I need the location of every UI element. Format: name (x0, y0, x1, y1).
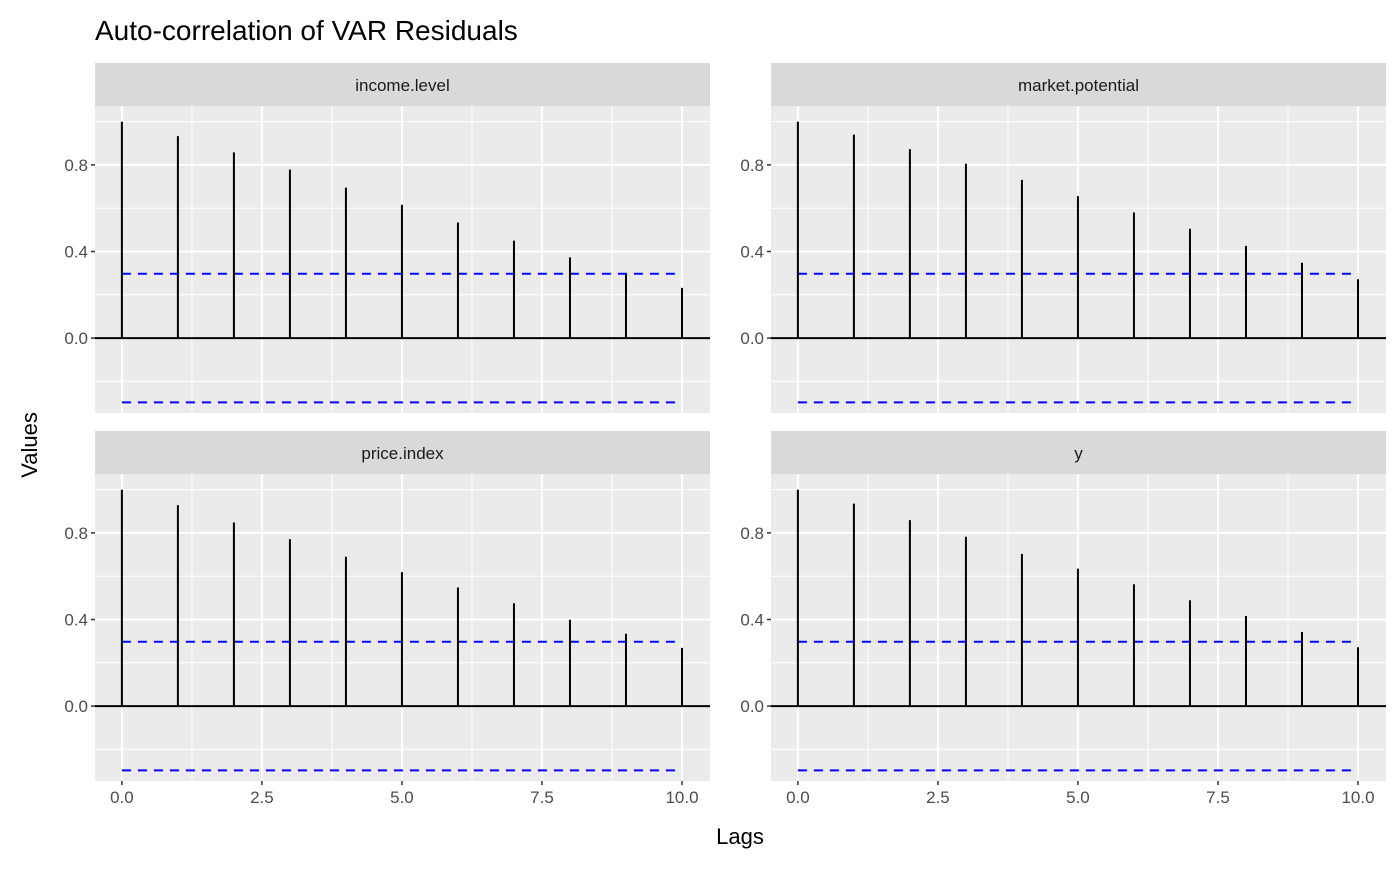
facet-strip (771, 431, 1386, 474)
facet-panel-market-potential: market.potential 0.0 0.4 0.8 (740, 63, 1386, 413)
y-tick-label: 0.0 (740, 697, 764, 716)
y-tick-label: 0.8 (64, 524, 88, 543)
x-tick-label: 5.0 (390, 788, 414, 807)
x-tick-label: 0.0 (110, 788, 134, 807)
x-tick-label: 10.0 (1341, 788, 1374, 807)
y-tick-label: 0.0 (64, 697, 88, 716)
facet-strip-label: y (1074, 444, 1083, 463)
facet-strip-label: price.index (361, 444, 444, 463)
facet-panel-income-level: income.level 0.0 0.4 0.8 (64, 63, 710, 413)
y-axis-label: Values (17, 412, 42, 478)
chart-title: Auto-correlation of VAR Residuals (95, 15, 518, 46)
x-tick-label: 2.5 (926, 788, 950, 807)
facet-strip (95, 431, 710, 474)
facet-panel-y: y 0.0 0.4 0.8 0.0 2.5 5.0 7.5 10.0 (740, 431, 1386, 807)
facet-strip (771, 63, 1386, 106)
y-tick-label: 0.0 (64, 329, 88, 348)
facet-strip-label: market.potential (1018, 76, 1139, 95)
y-tick-label: 0.8 (740, 156, 764, 175)
facet-strip-label: income.level (355, 76, 450, 95)
y-tick-label: 0.4 (64, 242, 88, 261)
x-axis-label: Lags (716, 824, 764, 849)
x-tick-label: 5.0 (1066, 788, 1090, 807)
x-tick-label: 7.5 (1206, 788, 1230, 807)
facet-strip (95, 63, 710, 106)
y-tick-label: 0.4 (740, 610, 764, 629)
x-tick-label: 2.5 (250, 788, 274, 807)
x-tick-label: 10.0 (665, 788, 698, 807)
x-tick-label: 0.0 (786, 788, 810, 807)
y-tick-label: 0.8 (64, 156, 88, 175)
facet-panel-price-index: price.index 0.0 0.4 0.8 0.0 2.5 5.0 7.5 10.0 (64, 431, 710, 807)
y-tick-label: 0.0 (740, 329, 764, 348)
y-tick-label: 0.4 (740, 242, 764, 261)
y-tick-label: 0.8 (740, 524, 764, 543)
y-tick-label: 0.4 (64, 610, 88, 629)
x-tick-label: 7.5 (530, 788, 554, 807)
